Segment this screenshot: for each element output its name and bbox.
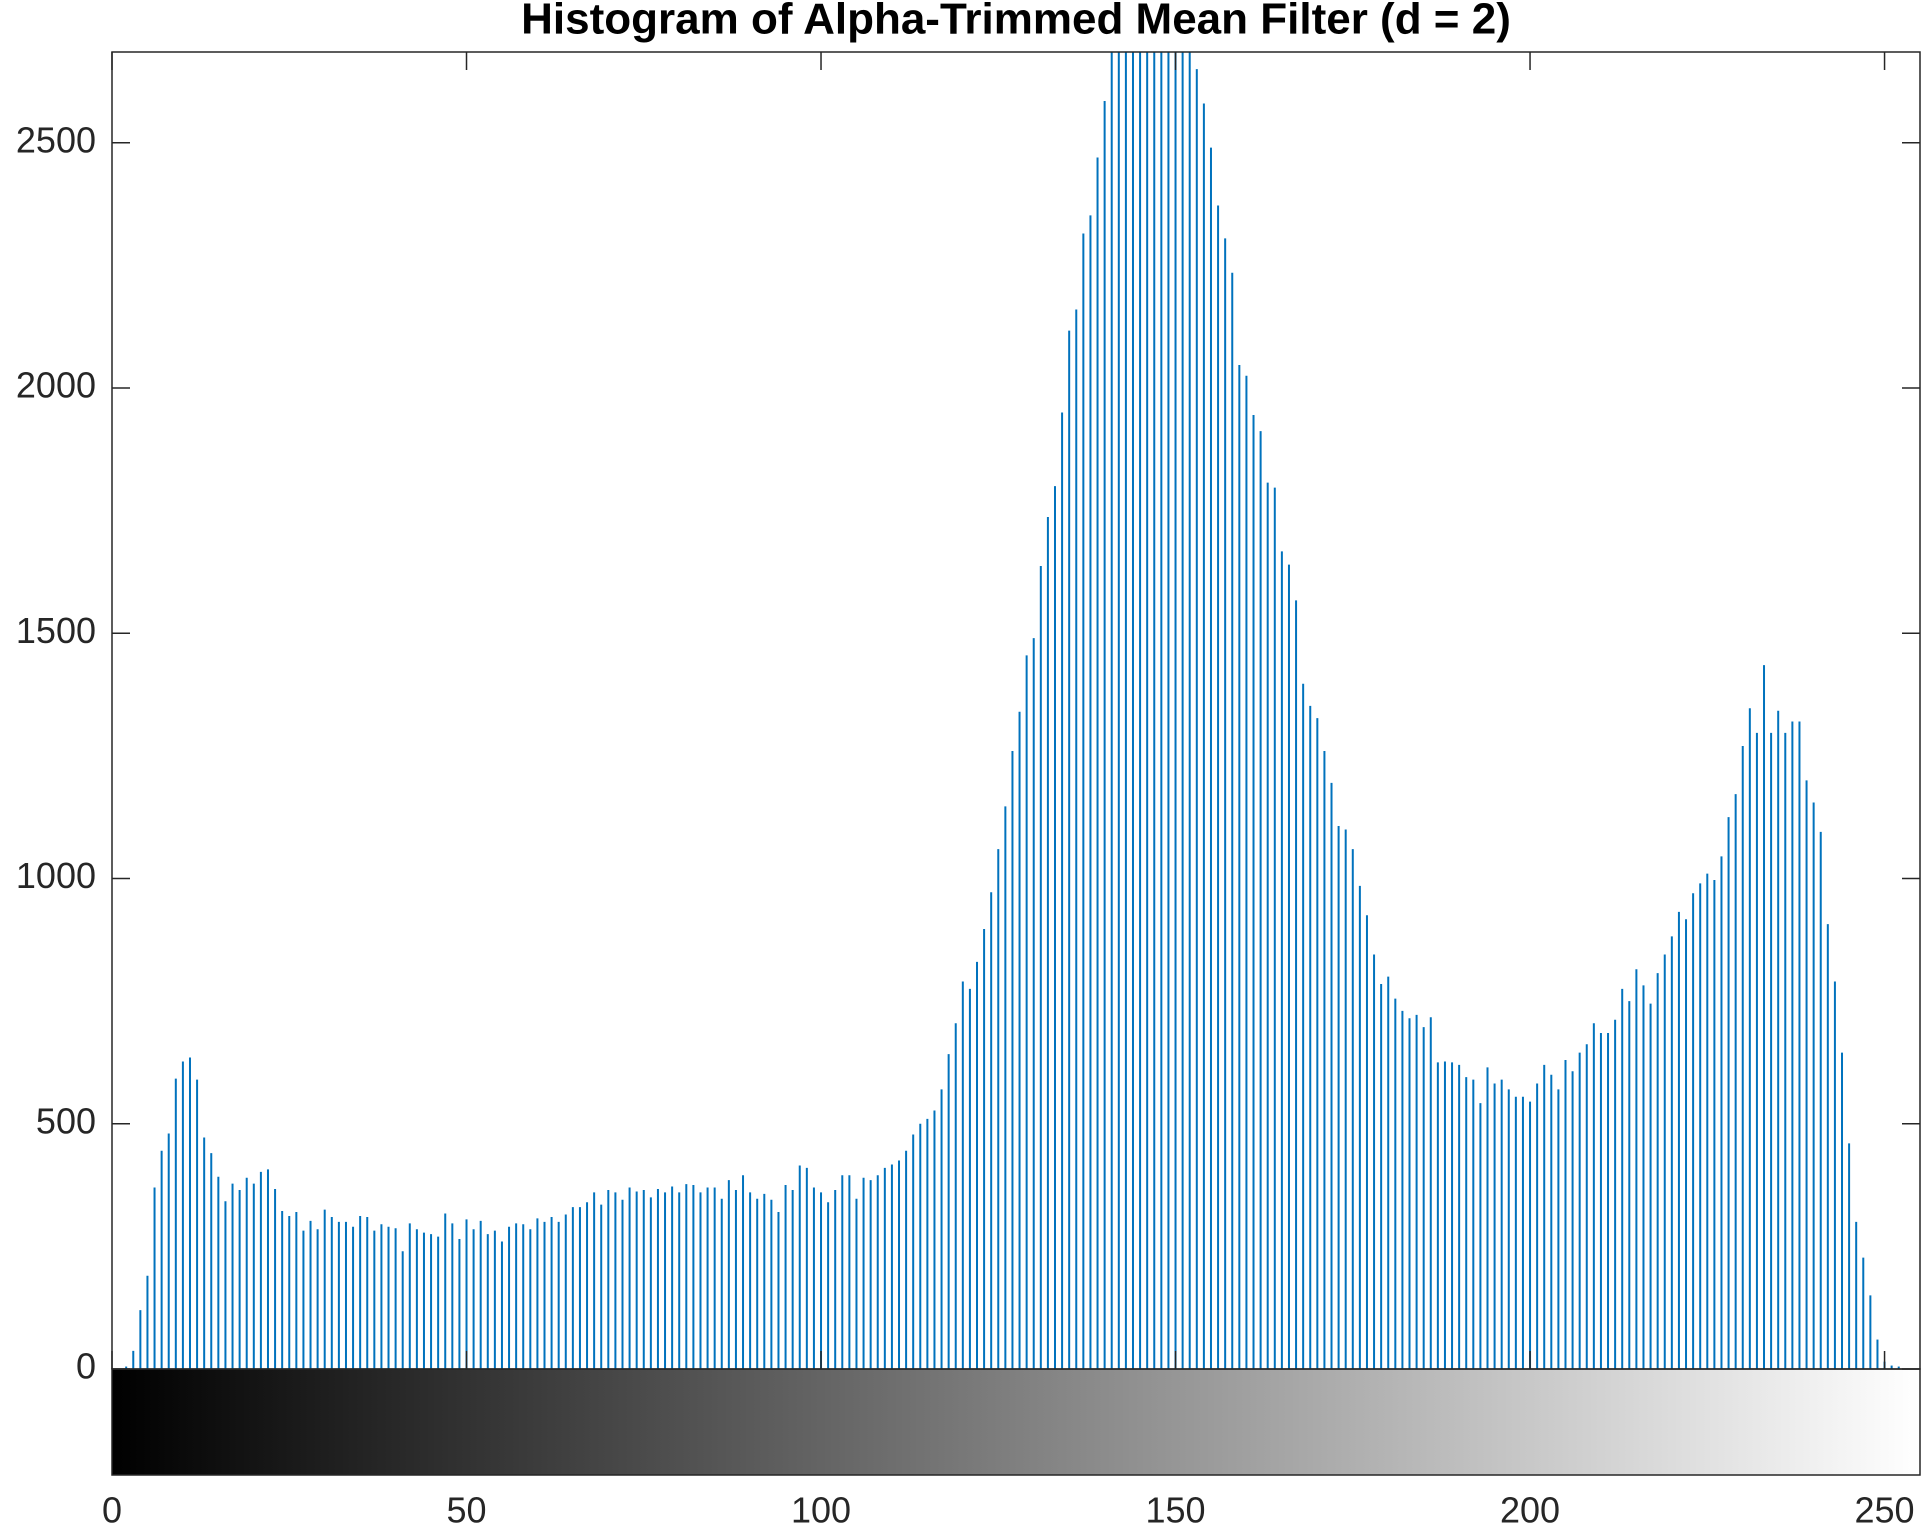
y-tick-label: 2500 — [16, 119, 96, 160]
x-tick-label: 0 — [102, 1490, 122, 1531]
ticks: 0 500 1000 1500 2000 2500 0 50 100 150 200 250 — [16, 52, 1920, 1531]
axes-box — [111, 51, 1921, 1370]
colorbar — [111, 1368, 1921, 1476]
chart-title: Histogram of Alpha-Trimmed Mean Filter (… — [521, 0, 1511, 44]
x-tick-label: 150 — [1145, 1490, 1205, 1531]
x-tick-label: 50 — [446, 1490, 486, 1531]
stems — [125, 52, 1900, 1369]
y-tick-label: 2000 — [16, 365, 96, 406]
y-tick-label: 1500 — [16, 610, 96, 651]
y-tick-label: 1000 — [16, 855, 96, 896]
x-tick-label: 250 — [1855, 1490, 1915, 1531]
y-tick-label: 0 — [76, 1346, 96, 1387]
y-tick-label: 500 — [36, 1100, 96, 1141]
x-tick-label: 100 — [791, 1490, 851, 1531]
x-tick-label: 200 — [1500, 1490, 1560, 1531]
